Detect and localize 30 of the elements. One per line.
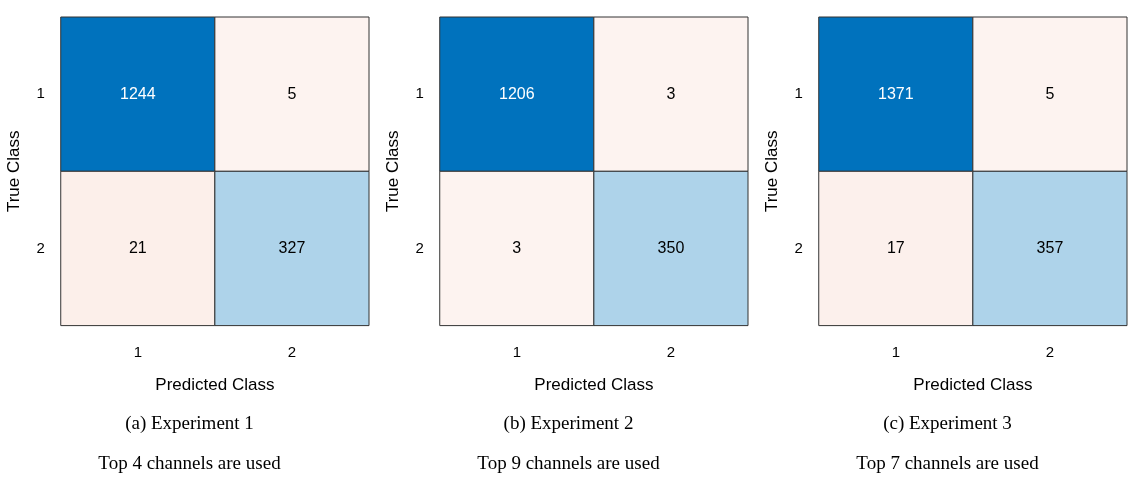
data-label: 350 bbox=[657, 238, 685, 256]
text: Top 7 channels are used bbox=[855, 452, 1040, 474]
x-tick-label: 1 bbox=[512, 342, 521, 360]
data-label: 1244 bbox=[120, 84, 156, 102]
text: Top 9 channels are used bbox=[476, 452, 661, 474]
x-axis-title: Predicted Class bbox=[534, 375, 654, 395]
text: Top 4 channels are used bbox=[97, 452, 282, 474]
data-label: 3 bbox=[666, 84, 676, 102]
x-axis-title: Predicted Class bbox=[155, 375, 275, 395]
data-label: 3 bbox=[512, 238, 522, 256]
x-tick-label: 1 bbox=[133, 342, 142, 360]
data-label: 327 bbox=[278, 238, 306, 256]
x-tick-label: 2 bbox=[666, 342, 676, 360]
y-axis-title: True Class bbox=[382, 130, 402, 213]
x-tick-label: 2 bbox=[287, 342, 297, 360]
data-label: 21 bbox=[128, 238, 147, 256]
x-tick-label: 1 bbox=[891, 342, 900, 360]
data-label: 357 bbox=[1036, 238, 1064, 256]
x-tick-label: 2 bbox=[1045, 342, 1055, 360]
text: (c) Experiment 3 bbox=[882, 412, 1013, 434]
text: (a) Experiment 1 bbox=[124, 412, 255, 434]
data-label: 1206 bbox=[499, 84, 535, 102]
x-axis-title: Predicted Class bbox=[913, 375, 1033, 395]
data-label: 5 bbox=[287, 84, 297, 102]
text: (b) Experiment 2 bbox=[502, 412, 635, 434]
data-label: 5 bbox=[1045, 84, 1055, 102]
data-label: 1371 bbox=[878, 84, 914, 102]
y-axis-title: True Class bbox=[3, 130, 23, 213]
data-label: 17 bbox=[886, 238, 905, 256]
y-axis-title: True Class bbox=[761, 130, 781, 213]
